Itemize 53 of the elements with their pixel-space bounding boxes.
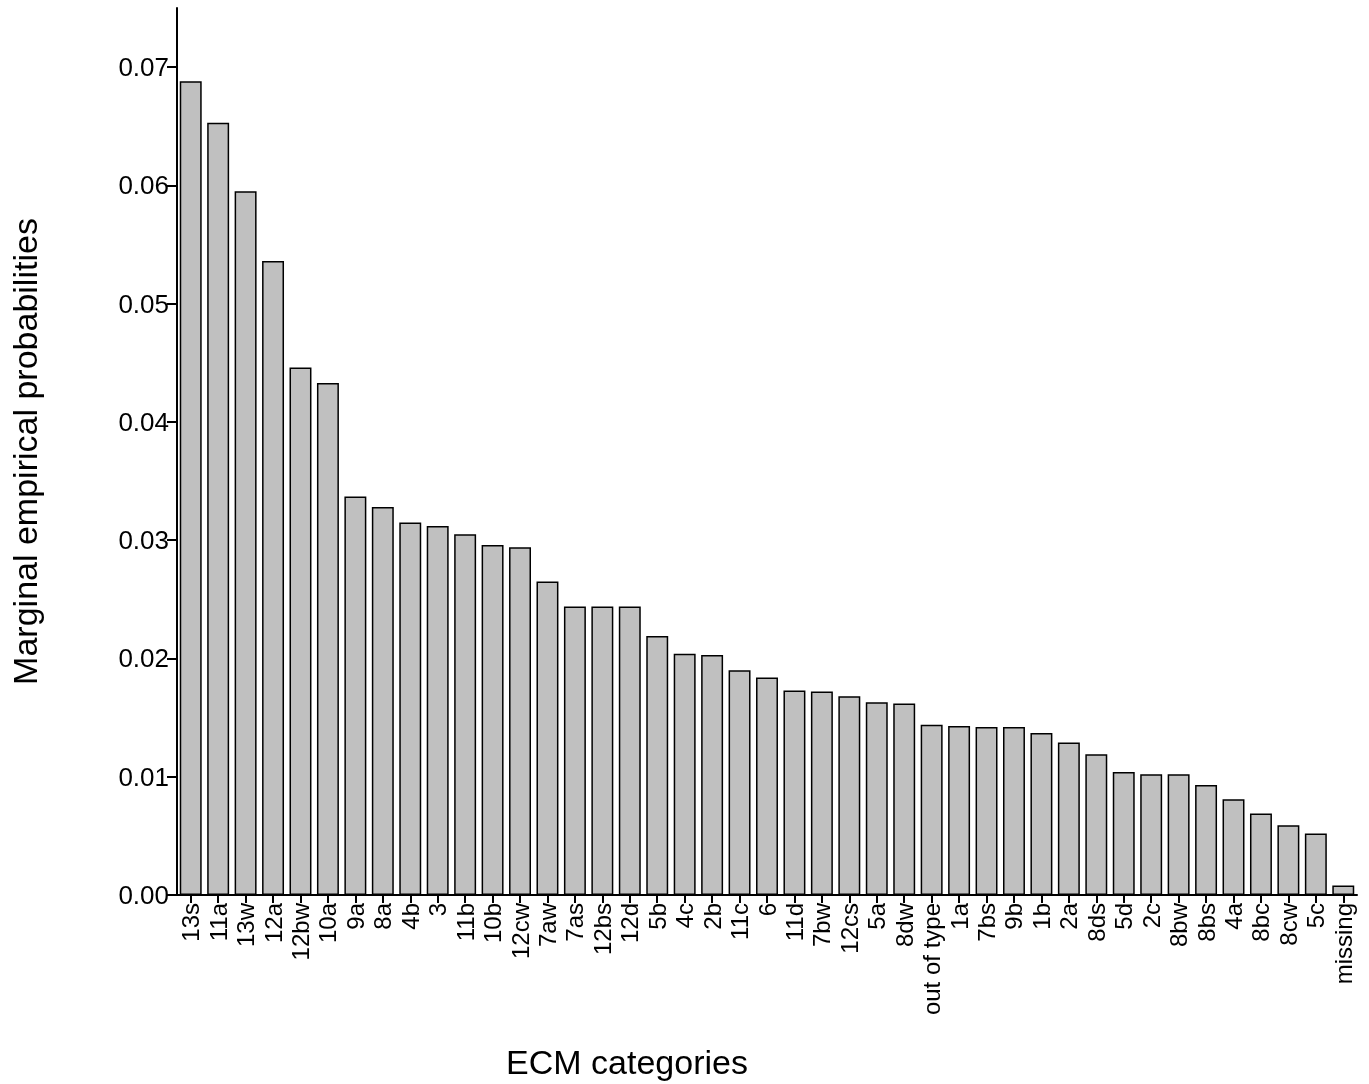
y-tick-label: 0.03 — [118, 525, 169, 556]
x-tick-label: 1a — [945, 902, 973, 930]
x-tick-label: 13s — [177, 903, 205, 942]
x-tick-label: 13w — [232, 902, 260, 948]
x-tick-label: 7as — [561, 903, 589, 942]
x-tick-label: 12bs — [588, 903, 616, 956]
x-tick-label: 4b — [396, 903, 424, 930]
x-tick-label: 8a — [369, 902, 397, 930]
x-tick-label: 8dw — [890, 902, 918, 948]
x-tick-label: 5d — [1110, 903, 1138, 930]
x-tick-label: 8bs — [1192, 903, 1220, 942]
x-tick-label: 5a — [863, 902, 891, 930]
x-tick-label: 2b — [698, 903, 726, 930]
x-axis-title: ECM categories — [506, 1043, 748, 1081]
x-tick-label: 9b — [1000, 903, 1028, 930]
y-tick-label: 0.00 — [118, 880, 169, 910]
x-tick-label: 12bw — [286, 902, 314, 961]
x-tick-label: 10b — [479, 903, 507, 944]
y-tick-label: 0.06 — [118, 170, 169, 201]
x-tick-label: 8bc — [1247, 903, 1275, 942]
x-tick-label: 12a — [259, 902, 287, 944]
x-tick-label: 7bs — [973, 903, 1001, 942]
x-tick-label: 8cw — [1274, 902, 1302, 946]
x-tick-label: 3 — [424, 903, 452, 917]
x-tick-label: 5c — [1302, 903, 1330, 929]
x-tick-label: 7aw — [533, 902, 561, 948]
x-tick-label: 6 — [753, 903, 781, 917]
x-tick-label: 8bw — [1165, 902, 1193, 948]
x-tick-label: 10a — [314, 902, 342, 944]
y-axis-title: Marginal empirical probabilities — [6, 218, 44, 685]
x-tick-label: out of type — [918, 903, 946, 1016]
x-tick-label: 12cw — [506, 902, 534, 960]
x-tick-label: 2c — [1137, 903, 1165, 929]
y-tick-label: 0.05 — [118, 288, 169, 319]
y-tick-label: 0.04 — [118, 406, 169, 437]
x-tick-label: 4c — [671, 903, 699, 929]
x-tick-label: 11a — [204, 902, 232, 942]
x-tick-label: 11b — [451, 903, 479, 942]
x-tick-label: 11d — [780, 903, 808, 942]
x-tick-label: 11c — [726, 903, 754, 940]
y-tick-label: 0.07 — [118, 52, 169, 83]
x-tick-label: 9a — [341, 902, 369, 930]
x-tick-label: 4a — [1220, 902, 1248, 930]
x-tick-label: 12d — [616, 903, 644, 944]
x-tick-label: 12cs — [835, 903, 863, 954]
x-tick-label: missing — [1329, 903, 1357, 985]
x-tick-label: 7bw — [808, 902, 836, 948]
y-tick-label: 0.02 — [118, 643, 169, 674]
x-tick-label: 2a — [1055, 902, 1083, 930]
y-tick-label: 0.01 — [118, 761, 169, 792]
x-tick-label: 8ds — [1082, 903, 1110, 942]
x-tick-label: 1b — [1027, 903, 1055, 930]
x-tick-label: 5b — [643, 903, 671, 930]
